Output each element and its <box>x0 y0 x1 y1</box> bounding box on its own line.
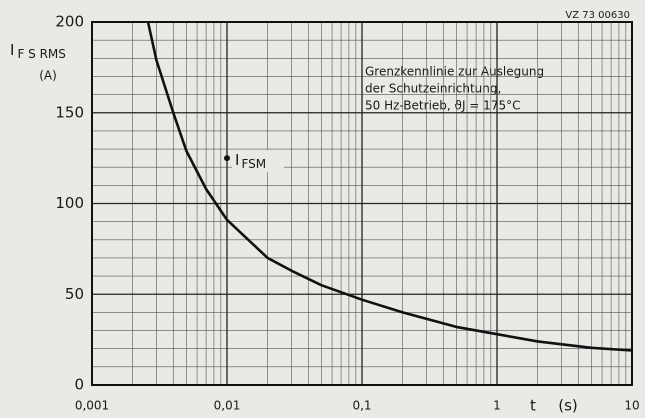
marker-label: I FSM <box>235 151 266 171</box>
y-label-main: I <box>10 41 14 59</box>
figure-code: VZ 73 00630 <box>565 10 630 21</box>
marker-label-main: I <box>235 151 239 169</box>
marker-label-background <box>232 150 284 173</box>
marker-point <box>224 155 230 162</box>
y-label-sub: F S RMS <box>17 47 65 61</box>
x-tick-label: 0,01 <box>214 399 241 413</box>
y-axis-unit: (A) <box>39 69 57 83</box>
x-tick-label: 0,1 <box>352 399 371 413</box>
plot-frame <box>91 21 633 386</box>
x-axis-unit: (s) <box>558 397 578 415</box>
x-tick-label: 1 <box>493 399 501 413</box>
annotation: der Schutzeinrichtung, <box>365 82 501 96</box>
y-tick-label: 50 <box>65 285 84 303</box>
marker-label-sub: FSM <box>241 157 266 171</box>
x-axis-label: t <box>530 397 536 415</box>
y-tick-label: 200 <box>55 13 84 31</box>
x-tick-label: 10 <box>624 399 639 413</box>
curve <box>146 21 633 352</box>
annotation-background <box>360 60 632 118</box>
y-tick-label: 0 <box>74 376 84 394</box>
y-tick-label: 150 <box>55 103 84 121</box>
x-tick-label: 0,001 <box>75 399 109 413</box>
y-tick-label: 100 <box>55 194 84 212</box>
annotation: Grenzkennlinie zur Auslegung <box>365 65 544 79</box>
annotation: 50 Hz-Betrieb, ϑJ = 175°C <box>365 99 520 113</box>
